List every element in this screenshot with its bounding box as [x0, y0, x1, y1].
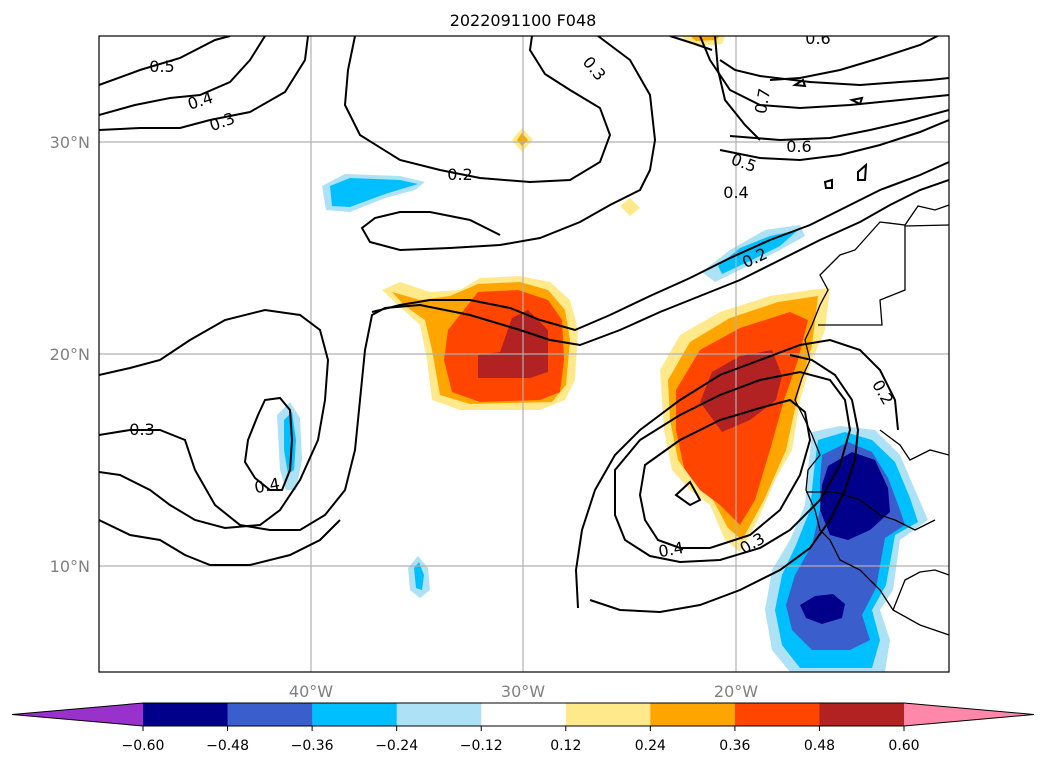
colorbar-extend-low	[12, 703, 143, 726]
lat-tick-label: 10°N	[50, 557, 90, 576]
coastline	[794, 204, 949, 636]
colorbar-segment	[734, 703, 820, 726]
lon-tick-label: 40°W	[289, 682, 333, 701]
colorbar-tick-label: −0.12	[460, 738, 503, 754]
lon-tick-label: 30°W	[501, 682, 545, 701]
contour-label: 0.4	[723, 183, 748, 202]
colorbar-segment	[819, 703, 905, 726]
colorbar-tick-label: −0.36	[291, 738, 334, 754]
colorbar: −0.60 −0.48 −0.36 −0.24 −0.12 0.12 0.24 0.36 0.4…	[11, 702, 1035, 754]
colorbar-tick-label: −0.48	[206, 738, 249, 754]
contour-label: 0.6	[805, 29, 830, 48]
colorbar-tick-label: 0.24	[635, 738, 666, 754]
contour-label: 0.6	[786, 137, 811, 156]
contour-lines	[99, 36, 949, 614]
graticule	[99, 36, 949, 672]
contour-label: 0.2	[447, 165, 472, 184]
colorbar-tick-label: 0.48	[804, 738, 835, 754]
contour-label: 0.4	[253, 474, 281, 497]
lat-axis: 30°N 20°N 10°N	[50, 133, 90, 576]
colorbar-segment	[396, 703, 482, 726]
colorbar-segment	[481, 703, 567, 726]
contour-label: 0.4	[657, 538, 685, 561]
lon-tick-label: 20°W	[714, 682, 758, 701]
colorbar-extend-high	[904, 703, 1034, 726]
colorbar-tick-label: −0.24	[375, 738, 418, 754]
contour-label: 0.7	[751, 87, 774, 115]
colorbar-tick-label: 0.36	[719, 738, 750, 754]
lat-tick-label: 20°N	[50, 345, 90, 364]
lon-axis: 40°W 30°W 20°W	[289, 682, 758, 701]
map-panel: 0.5 0.4 0.3 0.2 0.3 0.6 0.7 0.6 0.5 0.4 …	[99, 29, 949, 672]
contour-label: 0.5	[149, 57, 174, 76]
colorbar-segment	[312, 703, 398, 726]
colorbar-segment	[565, 703, 651, 726]
colorbar-segment	[143, 703, 229, 726]
colorbar-segment	[650, 703, 736, 726]
contour-label: 0.3	[129, 420, 154, 439]
map-frame	[98, 35, 950, 673]
lat-tick-label: 30°N	[50, 133, 90, 152]
colorbar-segment	[227, 703, 313, 726]
colorbar-tick-label: 0.60	[888, 738, 919, 754]
colorbar-tick-label: −0.60	[122, 738, 165, 754]
map-title: 2022091100 F048	[450, 11, 597, 30]
colorbar-tick-label: 0.12	[550, 738, 581, 754]
